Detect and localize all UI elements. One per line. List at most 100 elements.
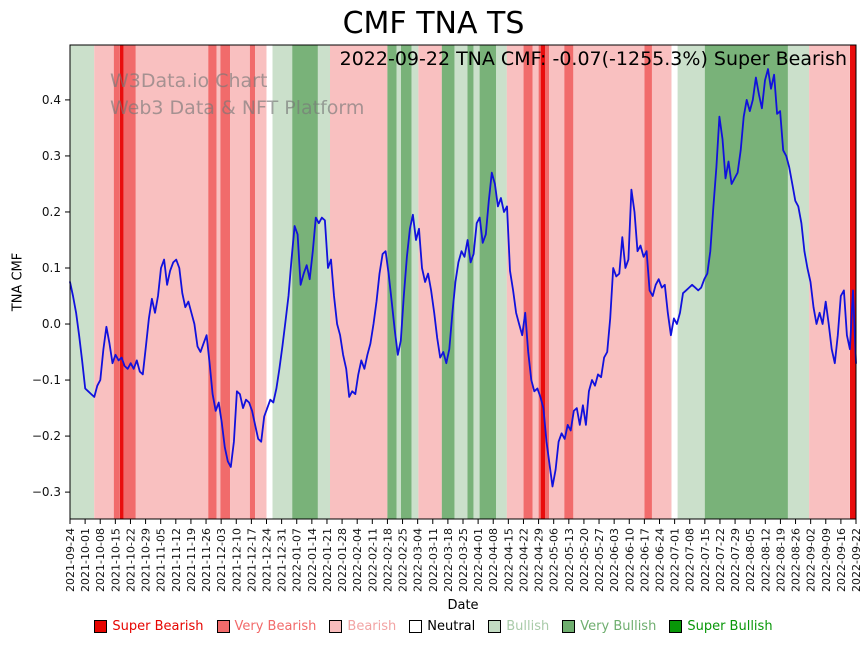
sentiment-band-bearish [135,45,209,519]
legend-label-super-bullish: Super Bullish [687,619,773,634]
sentiment-band-very_bearish [220,45,231,519]
legend-label-bullish: Bullish [506,619,550,634]
x-tick-label: 2022-05-13 [563,528,576,592]
x-tick-label: 2022-05-06 [548,528,561,592]
y-tick-label: −0.2 [32,429,61,443]
y-tick-label: 0.2 [42,205,61,219]
sentiment-band-bullish [788,45,810,519]
sentiment-band-very_bullish [704,45,788,519]
x-tick-label: 2022-07-22 [714,528,727,592]
x-tick-label: 2022-06-17 [638,528,651,592]
legend-item-very-bullish: Very Bullish [562,619,656,634]
x-tick-label: 2022-08-05 [744,528,757,592]
watermark-line2: Web3 Data & NFT Platform [110,97,365,119]
x-tick-label: 2022-01-07 [291,528,304,592]
x-tick-label: 2022-08-12 [759,528,772,592]
cmf-line [69,68,857,488]
sentiment-band-very_bullish [292,45,318,519]
x-tick-label: 2021-12-31 [276,528,289,592]
legend-swatch-bearish [329,620,343,633]
x-tick-label: 2022-04-08 [487,528,500,592]
x-tick-label: 2022-04-15 [502,528,515,592]
watermark-line1: W3Data.io Chart [110,70,268,92]
legend-item-neutral: Neutral [409,619,475,634]
sentiment-band-bullish [677,45,705,519]
sentiment-band-very_bearish [113,45,120,519]
sentiment-band-bearish [651,45,672,519]
x-tick-label: 2021-12-10 [230,528,243,592]
sentiment-band-bearish [809,45,850,519]
sentiment-band-bearish [216,45,221,519]
legend-item-super-bullish: Super Bullish [669,619,773,634]
x-tick-label: 2021-11-12 [170,528,183,592]
x-tick-label: 2022-06-10 [623,528,636,592]
x-tick-label: 2022-01-14 [306,528,319,592]
sentiment-band-bearish [573,45,645,519]
sentiment-band-bearish [94,45,114,519]
sentiment-band-very_bearish [249,45,256,519]
chart-title: CMF TNA TS [342,6,525,41]
sentiment-band-bullish [473,45,480,519]
x-tick-label: 2021-10-22 [124,528,137,592]
x-tick-label: 2022-03-18 [442,528,455,592]
x-tick-label: 2021-12-17 [245,528,258,592]
sentiment-band-super_bearish [540,45,546,519]
sentiment-band-bearish [506,45,524,519]
annotation-current-value: 2022-09-22 TNA CMF: -0.07(-1255.3%) Supe… [339,48,847,70]
sentiment-band-bullish [454,45,468,519]
legend-swatch-bullish [488,620,502,633]
x-tick-label: 2022-04-29 [533,528,546,592]
legend-label-neutral: Neutral [427,619,476,634]
legend-swatch-super-bullish [669,620,683,633]
legend-item-very-bearish: Very Bearish [216,619,317,634]
x-tick-label: 2022-04-22 [517,528,530,592]
y-tick-label: 0.1 [42,261,61,275]
sentiment-band-very_bullish [467,45,474,519]
x-tick-label: 2021-09-24 [64,528,77,592]
legend-swatch-neutral [409,620,423,633]
x-tick-label: 2022-03-04 [412,528,425,592]
x-tick-label: 2021-10-15 [109,528,122,592]
sentiment-band-very_bullish [441,45,455,519]
legend-swatch-very-bullish [562,620,576,633]
x-tick-label: 2022-09-09 [820,528,833,592]
x-tick-label: 2022-08-19 [774,528,787,592]
sentiment-band-very_bearish [208,45,217,519]
x-tick-label: 2022-04-01 [472,528,485,592]
x-tick-label: 2021-10-08 [94,528,107,592]
legend: Super Bearish Very Bearish Bearish Neutral B… [0,619,867,634]
x-tick-label: 2021-12-24 [261,528,274,592]
x-tick-label: 2021-11-05 [155,528,168,592]
x-tick-label: 2022-09-22 [850,528,863,592]
sentiment-band-bullish [411,45,419,519]
legend-label-very-bearish: Very Bearish [234,619,317,634]
x-tick-label: 2022-08-26 [790,528,803,592]
x-tick-label: 2022-06-03 [608,528,621,592]
legend-item-super-bearish: Super Bearish [94,619,204,634]
sentiment-band-very_bearish [545,45,550,519]
x-tick-label: 2022-01-28 [336,528,349,592]
x-tick-label: 2021-10-01 [79,528,92,592]
sentiment-band-bullish [272,45,293,519]
sentiment-band-bullish [317,45,330,519]
sentiment-band-super_bearish [119,45,124,519]
x-tick-label: 2022-07-29 [729,528,742,592]
legend-item-bearish: Bearish [329,619,396,634]
sentiment-band-very_bullish [479,45,497,519]
x-axis-label: Date [447,598,479,613]
x-tick-label: 2022-05-27 [593,528,606,592]
x-tick-label: 2022-03-25 [457,528,470,592]
x-tick-label: 2022-01-21 [321,528,334,592]
x-tick-label: 2021-11-26 [200,528,213,592]
sentiment-band-neutral [266,45,273,519]
sentiment-band-bullish [496,45,507,519]
sentiment-band-very_bullish [387,45,397,519]
x-tick-label: 2022-02-04 [351,528,364,592]
sentiment-band-bullish [70,45,95,519]
sentiment-band-bearish [255,45,267,519]
x-tick-label: 2021-10-29 [140,528,153,592]
legend-label-very-bullish: Very Bullish [580,619,657,634]
sentiment-band-neutral [671,45,678,519]
